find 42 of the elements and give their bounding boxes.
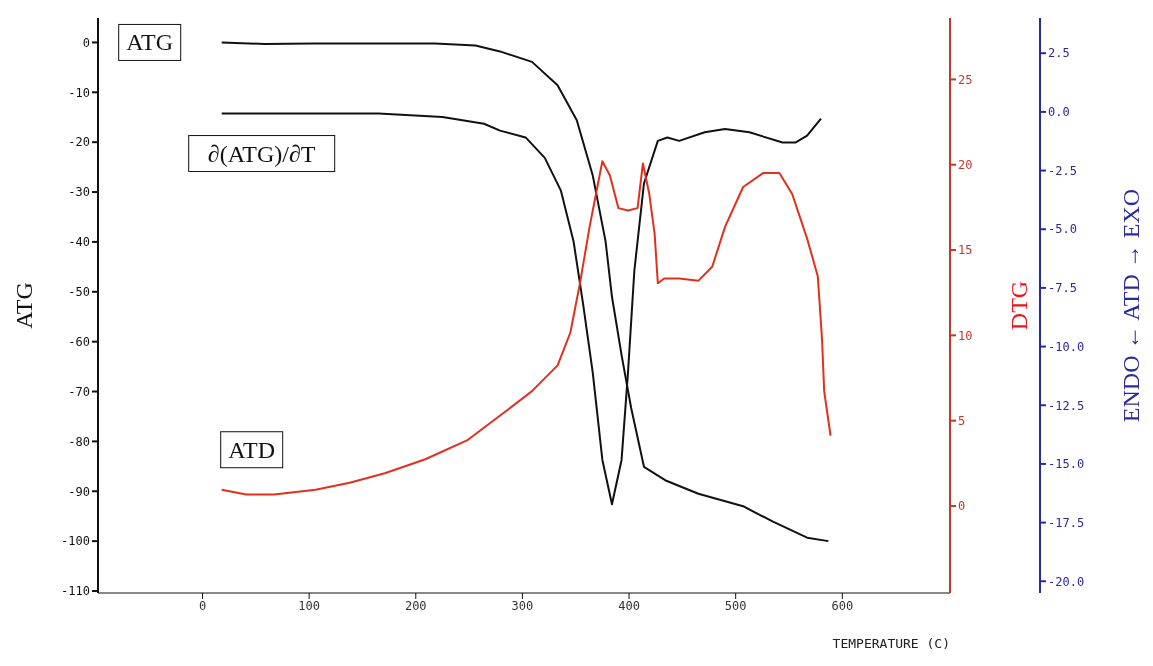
y3-tick-label: -17.5 (1048, 515, 1085, 530)
y-tick-label: -20 (68, 135, 90, 150)
y-tick-label: -100 (61, 534, 90, 549)
y2-tick-label: 5 (958, 413, 966, 428)
y-axis-title: ATG (10, 282, 37, 329)
y3-tick-label: 0.0 (1048, 105, 1070, 120)
y2-tick-label: 15 (958, 243, 973, 258)
y-tick-label: -30 (68, 185, 90, 200)
y3-tick-label: -5.0 (1048, 222, 1077, 237)
y3-tick-label: 2.5 (1048, 46, 1070, 61)
y-tick-label: -110 (61, 584, 90, 599)
x-tick-label: 300 (511, 598, 534, 613)
y-tick-label: 0 (82, 35, 90, 50)
y2-tick-label: 20 (958, 158, 973, 172)
text: ATG (126, 29, 174, 56)
y3-tick-label: -15.0 (1048, 457, 1085, 472)
x-tick-label: 400 (618, 598, 640, 613)
x-tick-label: 100 (298, 598, 320, 613)
series-label: ATD (228, 436, 276, 463)
y-tick-label: -80 (68, 434, 90, 449)
y-tick-label: -60 (68, 334, 90, 349)
y-tick-label: -70 (68, 384, 90, 399)
y3-axis-title: ENDO ← ATD → EXO (1117, 188, 1144, 423)
y-tick-label: -50 (68, 285, 90, 300)
y3-tick-label: -12.5 (1048, 398, 1085, 413)
series-label: ∂(ATG)/∂T (207, 140, 316, 167)
x-tick-label: 200 (404, 598, 427, 613)
y2-axis-title: DTG (1005, 280, 1032, 331)
y2-tick-label: 10 (958, 328, 973, 343)
x-tick-label: 600 (831, 598, 854, 613)
y-tick-label: -90 (68, 484, 90, 499)
x-tick-label: 0 (198, 598, 207, 613)
y-tick-label: -40 (68, 235, 90, 250)
x-axis-title: TEMPERATURE (C) (832, 636, 950, 651)
y3-tick-label: -2.5 (1048, 163, 1077, 178)
x-tick-label: 500 (724, 598, 747, 613)
y3-tick-label: -20.0 (1048, 574, 1085, 589)
y2-tick-label: 0 (958, 499, 966, 514)
y3-tick-label: -10.0 (1048, 339, 1085, 354)
y-tick-label: -10 (68, 85, 90, 100)
y2-tick-label: 25 (958, 72, 973, 87)
y3-tick-label: -7.5 (1048, 281, 1077, 296)
